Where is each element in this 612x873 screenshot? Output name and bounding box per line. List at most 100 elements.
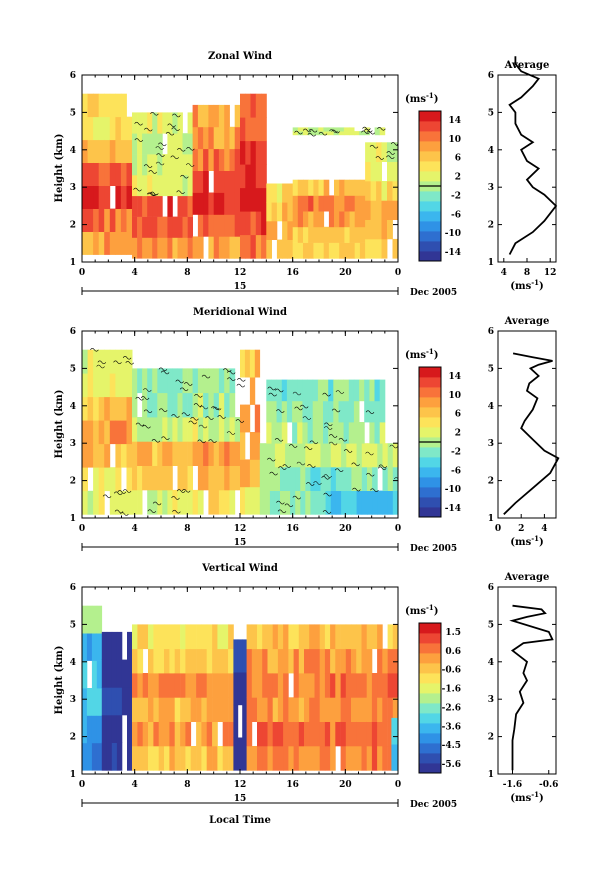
heatmap-cell xyxy=(111,659,118,688)
heatmap-cell xyxy=(300,443,306,468)
heatmap-cell xyxy=(157,133,163,155)
heatmap-cell xyxy=(246,673,253,698)
heatmap-cell xyxy=(381,219,388,240)
contour-line xyxy=(370,488,379,492)
heatmap-cell xyxy=(335,673,341,698)
heatmap-cell xyxy=(174,648,181,674)
heatmap-cell xyxy=(98,467,105,492)
heatmap-cell xyxy=(377,697,383,722)
heatmap-cell xyxy=(132,392,138,418)
heatmap-cell xyxy=(271,220,278,240)
heatmap-cell xyxy=(167,154,173,176)
heatmap-cell xyxy=(314,697,321,722)
average-title: Average xyxy=(504,572,550,583)
heatmap-cell xyxy=(174,697,181,722)
heatmap-cell xyxy=(257,697,263,722)
heatmap-cell xyxy=(351,624,357,650)
colorbar-swatch xyxy=(419,367,441,378)
heatmap-cell xyxy=(224,126,230,150)
heatmap-cell xyxy=(319,697,326,722)
heatmap-cell xyxy=(392,673,398,698)
heatmap-cell xyxy=(341,466,347,491)
heatmap-cell xyxy=(182,392,188,418)
heatmap-cell xyxy=(328,422,334,444)
heatmap-cell xyxy=(392,181,398,201)
heatmap-cell xyxy=(93,231,100,255)
contour-line xyxy=(284,503,294,508)
heatmap-cell xyxy=(325,490,332,515)
heatmap-cell xyxy=(192,368,199,394)
heatmap-cell xyxy=(313,179,319,196)
heatmap-cell xyxy=(196,624,202,650)
heatmap-cell xyxy=(366,721,373,747)
heatmap-cell xyxy=(262,746,268,771)
contour-line xyxy=(386,151,395,155)
heatmap-cell xyxy=(387,746,394,771)
heatmap-cell xyxy=(334,195,340,212)
heatmap-cell xyxy=(228,648,234,674)
heatmap-cell xyxy=(293,624,300,650)
heatmap-cell xyxy=(213,104,220,128)
heatmap-cell xyxy=(115,139,122,163)
heatmap-cell xyxy=(245,164,251,189)
heatmap-cell xyxy=(120,116,127,141)
contour-line xyxy=(321,476,330,480)
contour-line xyxy=(365,410,375,414)
heatmap-cell xyxy=(290,490,296,515)
heatmap-cell xyxy=(313,195,319,212)
heatmap-cell xyxy=(172,392,178,418)
colorbar-swatch xyxy=(419,673,441,684)
colorbar-tick-label: -0.6 xyxy=(442,666,461,676)
heatmap-cell xyxy=(374,131,381,136)
heatmap-cell xyxy=(167,489,173,515)
heatmap-cell xyxy=(382,721,388,747)
heatmap-cell xyxy=(169,721,176,747)
heatmap-cell xyxy=(106,714,113,743)
heatmap-cell xyxy=(142,237,148,259)
heatmap-cell xyxy=(172,154,178,176)
heatmap-cell xyxy=(288,746,294,771)
heatmap-cell xyxy=(172,112,178,134)
heatmap-cell xyxy=(330,746,336,771)
heatmap-cell xyxy=(192,148,199,171)
heatmap-cell xyxy=(349,211,356,228)
heatmap-cell xyxy=(330,466,337,491)
contour-line xyxy=(331,408,341,413)
heatmap-cell xyxy=(201,648,208,674)
heatmap-cell xyxy=(115,373,122,398)
heatmap-cell xyxy=(315,490,321,515)
meridional-heatmap-cells xyxy=(82,349,398,515)
heatmap-cell xyxy=(382,443,389,468)
heatmap-cell xyxy=(98,231,105,255)
heatmap-cell xyxy=(328,195,335,212)
heatmap-cell xyxy=(377,673,383,698)
heatmap-cell xyxy=(387,219,393,240)
heatmap-cell xyxy=(172,174,178,197)
average-frame xyxy=(497,586,557,775)
heatmap-cell xyxy=(319,648,326,674)
heatmap-cell xyxy=(127,659,133,688)
heatmap-cell xyxy=(271,422,278,444)
contour-line xyxy=(366,130,376,135)
heatmap-cell xyxy=(152,441,158,466)
heatmap-cell xyxy=(101,742,108,771)
colorbar-swatch xyxy=(419,683,441,694)
heatmap-cell xyxy=(240,404,246,433)
heatmap-cell xyxy=(177,368,183,394)
heatmap-cell xyxy=(167,216,173,238)
heatmap-cell xyxy=(137,154,143,176)
heatmap-cell xyxy=(190,673,197,698)
heatmap-cell xyxy=(381,181,388,201)
heatmap-cell xyxy=(303,179,309,196)
heatmap-cell xyxy=(132,673,138,698)
heatmap-cell xyxy=(213,192,220,215)
heatmap-cell xyxy=(190,648,197,674)
contour-line xyxy=(150,191,159,196)
x-tick-label: 4 xyxy=(132,268,138,278)
heatmap-cell xyxy=(338,422,345,444)
heatmap-cell xyxy=(245,140,251,165)
heatmap-cell xyxy=(374,127,381,132)
heatmap-cell xyxy=(348,400,355,423)
heatmap-cell xyxy=(182,154,188,176)
heatmap-cell xyxy=(218,368,225,394)
